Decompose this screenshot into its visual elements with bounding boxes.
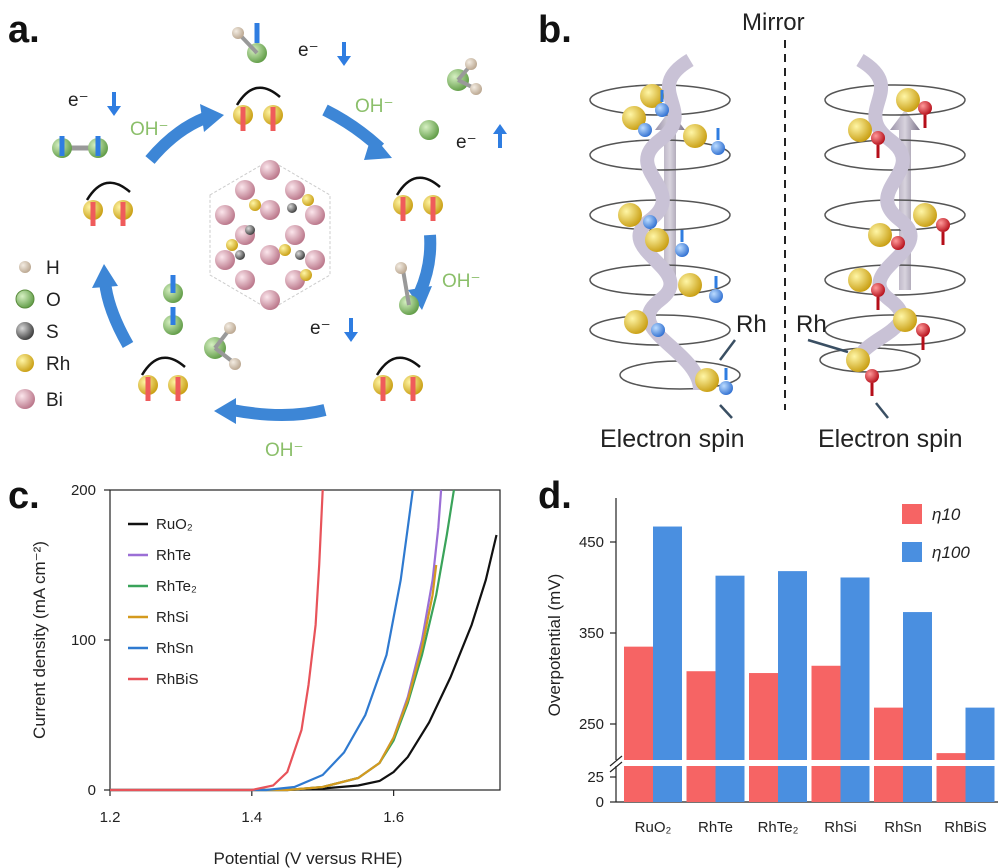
mirror-label: Mirror — [742, 9, 805, 36]
series-line — [110, 489, 414, 792]
panel-a-illustration: OH⁻ OH⁻ OH⁻ OH⁻ e⁻ e⁻ e⁻ e⁻ — [15, 23, 507, 461]
series-line — [110, 489, 324, 792]
chart-d-ticks: 0 25 250 350 450 — [579, 534, 616, 811]
legend-swatch — [902, 542, 922, 562]
x-category-label: RuO₂ — [635, 819, 672, 836]
chart-d-ylabel: Overpotential (mV) — [545, 574, 564, 717]
bar — [686, 671, 716, 802]
y-tick-label: 0 — [596, 794, 604, 811]
panel-b-illustration: Mirror — [589, 9, 966, 453]
x-category-label: RhBiS — [944, 819, 987, 836]
element-legend: H O S Rh Bi — [15, 258, 70, 411]
chart-d-axis-break — [605, 760, 998, 766]
legend-label-bi: Bi — [46, 390, 63, 411]
legend-label-o: O — [46, 290, 61, 311]
panel-label-c: c. — [8, 475, 40, 517]
crystal-structure — [209, 159, 331, 311]
rh-label: Rh — [736, 311, 767, 338]
legend-label: η10 — [932, 505, 961, 524]
legend-swatch — [902, 504, 922, 524]
cycle-arrows — [99, 104, 437, 421]
helix-left — [589, 54, 741, 395]
legend-label: RhTe — [156, 547, 191, 564]
chart-d-legend: η10 η100 — [902, 504, 970, 562]
x-category-label: RhSn — [884, 819, 922, 836]
electron-spin-label: Electron spin — [818, 425, 963, 453]
y-tick-label: 200 — [71, 482, 96, 499]
y-tick-label: 0 — [88, 782, 96, 799]
bar — [811, 665, 841, 802]
legend-label-s: S — [46, 322, 59, 343]
x-category-label: RhSi — [824, 819, 857, 836]
bar — [965, 707, 995, 802]
legend-label-rh: Rh — [46, 354, 70, 375]
chart-d-break-marks — [609, 755, 623, 773]
chart-c-ticks: 1.2 1.4 1.6 0 100 200 — [71, 482, 404, 826]
pointer-arrows — [719, 338, 889, 419]
oh-label: OH⁻ — [130, 119, 169, 140]
oh-label: OH⁻ — [442, 271, 481, 292]
cycle-arrow-heads — [92, 104, 432, 424]
bar — [715, 575, 745, 802]
electron-label: e⁻ — [310, 318, 331, 339]
rh-label: Rh — [796, 311, 827, 338]
bar — [840, 577, 870, 802]
oh-label: OH⁻ — [265, 440, 304, 461]
bar — [874, 707, 903, 802]
chart-c-lines — [110, 489, 498, 792]
electron-spin-label: Electron spin — [600, 425, 745, 453]
bar — [903, 612, 932, 802]
legend-label: RhSi — [156, 609, 189, 626]
bar — [778, 571, 807, 802]
legend-label: RhTe₂ — [156, 578, 197, 595]
y-tick-label: 350 — [579, 625, 604, 642]
panel-label-b: b. — [538, 9, 572, 51]
bar — [653, 526, 682, 802]
series-line — [110, 564, 438, 792]
oh-label: OH⁻ — [355, 96, 394, 117]
electron-label: e⁻ — [68, 90, 89, 111]
legend-label: RuO₂ — [156, 516, 193, 533]
bar — [624, 646, 653, 802]
x-tick-label: 1.4 — [241, 809, 262, 826]
chart-c-ylabel: Current density (mA cm⁻²) — [30, 541, 49, 739]
legend-label: η100 — [932, 543, 970, 562]
chart-c-xlabel: Potential (V versus RHE) — [214, 849, 403, 868]
y-tick-label: 450 — [579, 534, 604, 551]
x-category-label: RhTe — [698, 819, 733, 836]
chart-d-bars: RuO₂ RhTe RhTe₂ RhSi RhSn RhBiS — [624, 526, 995, 836]
chart-c: 1.2 1.4 1.6 0 100 200 RuO₂ RhTe RhTe₂ RhSi RhSn Rh… — [30, 482, 501, 868]
y-tick-label: 100 — [71, 632, 96, 649]
y-tick-label: 25 — [587, 769, 604, 786]
chart-d: RuO₂ RhTe RhTe₂ RhSi RhSn RhBiS 025250350450 … — [545, 498, 998, 836]
x-category-label: RhTe₂ — [758, 819, 799, 836]
electron-spin-arrows — [107, 42, 507, 342]
rh-sites — [52, 23, 482, 401]
series-line — [110, 534, 498, 792]
panel-label-d: d. — [538, 475, 572, 517]
electron-label: e⁻ — [298, 40, 319, 61]
helix-right — [819, 54, 966, 396]
legend-label: RhSn — [156, 640, 194, 657]
y-tick-label: 250 — [579, 716, 604, 733]
bar — [749, 673, 778, 802]
legend-label-h: H — [46, 258, 60, 279]
electron-label: e⁻ — [456, 132, 477, 153]
panel-label-a: a. — [8, 9, 40, 51]
legend-label: RhBiS — [156, 671, 199, 688]
x-tick-label: 1.2 — [100, 809, 121, 826]
chart-c-legend: RuO₂ RhTe RhTe₂ RhSi RhSn RhBiS — [128, 516, 199, 688]
x-tick-label: 1.6 — [383, 809, 404, 826]
